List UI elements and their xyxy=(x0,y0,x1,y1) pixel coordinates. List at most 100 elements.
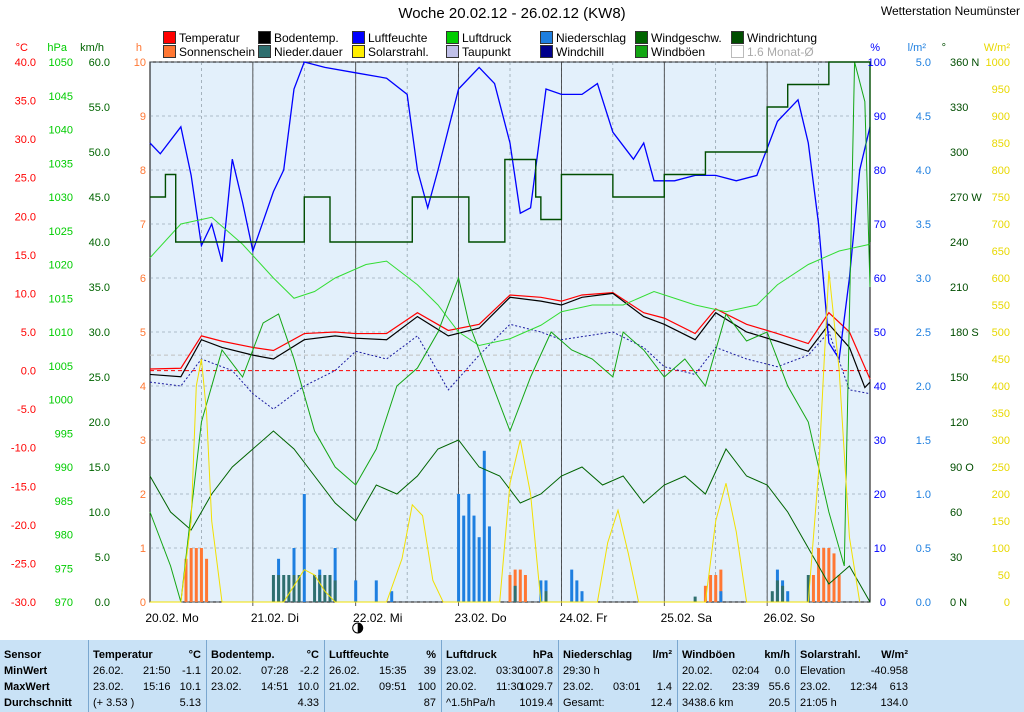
legend-item: Windchill xyxy=(540,45,604,59)
series-line-windrichtung xyxy=(150,61,871,243)
bar-niederdauer xyxy=(271,575,275,602)
stats-row: 23.02. 03:30 1007.8 xyxy=(446,663,553,679)
bar-sonnenschein xyxy=(703,585,707,602)
stats-row: 23.02. 12:34 613 xyxy=(800,679,908,695)
solar-axis-tick-label: 350 xyxy=(992,408,1010,420)
stats-row: 20.02. 07:28 -2.2 xyxy=(211,663,319,679)
bar-niederdauer xyxy=(323,575,327,602)
solar-axis-tick-label: 250 xyxy=(992,462,1010,474)
legend-swatch xyxy=(635,31,648,44)
stats-header-unit: % xyxy=(426,649,436,661)
rain-axis-tick-label: 0.0 xyxy=(916,597,931,609)
stats-header-unit: W/m² xyxy=(881,649,908,661)
temp-axis-tick-label: -20.0 xyxy=(11,520,36,532)
stats-row: 26.02. 15:35 39 xyxy=(329,663,436,679)
legend-item: Sonnenschein xyxy=(163,45,255,59)
legend-item: Windgeschw. xyxy=(635,31,722,45)
bar-niederschlag xyxy=(487,526,491,602)
series-line-luftdruck xyxy=(149,216,871,347)
statistics-panel: Sensor MinWert MaxWert Durchschnitt Temperat… xyxy=(0,640,1024,712)
stats-cell-time: 03:30 xyxy=(496,665,524,677)
bar-niederschlag xyxy=(374,580,378,602)
stats-cell-time: 03:01 xyxy=(613,681,641,693)
legend-swatch xyxy=(258,45,271,58)
temp-axis-tick-label: 5.0 xyxy=(21,327,36,339)
stats-header-name: Solarstrahl. xyxy=(800,649,861,661)
legend-swatch xyxy=(731,45,744,58)
stats-cell-date: 23.02. xyxy=(446,665,477,677)
stats-column: Luftfeuchte% 26.02. 15:35 39 21.02. 09:51 100 8… xyxy=(324,640,442,712)
humidity-axis-tick-label: 80 xyxy=(874,165,886,177)
stats-cell-value: 5.13 xyxy=(179,697,201,709)
stats-cell-date: Elevation xyxy=(800,665,846,677)
pressure-axis-tick-label: 990 xyxy=(55,462,73,474)
bar-niederschlag xyxy=(570,569,574,602)
bar-niederdauer xyxy=(313,575,317,602)
solar-axis-tick-label: 550 xyxy=(992,300,1010,312)
direction-axis-tick-label: 270 W xyxy=(950,192,982,204)
stats-cell-time: 02:04 xyxy=(732,665,760,677)
temp-axis-tick-label: 0.0 xyxy=(21,366,36,378)
stats-cell-date: 22.02. xyxy=(682,681,713,693)
legend-label: Windchill xyxy=(556,45,605,59)
temp-axis-tick-label: -25.0 xyxy=(11,558,36,570)
solar-axis-tick-label: 450 xyxy=(992,354,1010,366)
stats-row: 87 xyxy=(329,695,436,711)
legend-label: Temperatur xyxy=(179,31,240,45)
legend-item: Windrichtung xyxy=(731,31,817,45)
direction-axis-tick-label: 150 xyxy=(950,372,968,384)
stats-header-name: Temperatur xyxy=(93,649,153,661)
sunshine-axis-tick-label: 0 xyxy=(140,597,146,609)
humidity-axis-tick-label: 10 xyxy=(874,543,886,555)
bar-niederschlag xyxy=(354,580,358,602)
stats-column: Bodentemp. °C 20.02. 07:28 -2.2 23.02. 14:51 10… xyxy=(206,640,325,712)
humidity-axis-tick-label: 50 xyxy=(874,327,886,339)
x-axis-label: 26.02. So xyxy=(763,611,815,625)
bar-niederschlag xyxy=(719,591,723,602)
stats-row: Gesamt: 12.4 xyxy=(563,695,672,711)
rain-axis-tick-label: 1.0 xyxy=(916,489,931,501)
wind-axis-tick-label: 5.0 xyxy=(95,552,110,564)
stats-cell-date: MinWert xyxy=(4,665,48,677)
stats-header: Luftdruck hPa xyxy=(446,647,553,663)
wind-axis-tick-label: 50.0 xyxy=(89,147,110,159)
stats-cell-time: 14:51 xyxy=(261,681,289,693)
rain-axis-tick-label: 2.5 xyxy=(916,327,931,339)
bar-sonnenschein xyxy=(811,575,815,602)
pressure-axis-tick-label: 995 xyxy=(55,428,73,440)
solar-axis-tick-label: 800 xyxy=(992,165,1010,177)
stats-row: 3438.6 km 20.5 xyxy=(682,695,790,711)
stats-row: 4.33 xyxy=(211,695,319,711)
pressure-axis-tick-label: 975 xyxy=(55,563,73,575)
stats-cell-value: -2.2 xyxy=(300,665,319,677)
stats-row: Elevation -40.958 xyxy=(800,663,908,679)
sunshine-axis-tick-label: 4 xyxy=(140,381,146,393)
solar-axis-unit: W/m² xyxy=(984,42,1011,54)
rain-axis-tick-label: 4.5 xyxy=(916,111,931,123)
stats-cell-value: 1007.8 xyxy=(519,665,553,677)
stats-cell-date: 20.02. xyxy=(682,665,713,677)
x-axis-label: 21.02. Di xyxy=(251,611,299,625)
legend-swatch xyxy=(163,31,176,44)
stats-column: Temperatur °C 26.02. 21:50 -1.1 23.02. 15:16 10… xyxy=(88,640,207,712)
bar-sonnenschein xyxy=(194,548,198,602)
sunshine-axis-tick-label: 9 xyxy=(140,111,146,123)
stats-cell-time: 15:35 xyxy=(379,665,407,677)
rain-axis-tick-label: 1.5 xyxy=(916,435,931,447)
legend-item: Luftfeuchte xyxy=(352,31,427,45)
rain-axis-tick-label: 0.5 xyxy=(916,543,931,555)
bar-niederdauer xyxy=(333,580,337,602)
sunshine-axis-unit: h xyxy=(136,42,142,54)
bar-sonnenschein xyxy=(518,569,522,602)
solar-axis-tick-label: 500 xyxy=(992,327,1010,339)
stats-cell-value: 10.0 xyxy=(297,681,319,693)
series-line-taupunkt xyxy=(149,323,871,410)
stats-cell-time: 11:30 xyxy=(496,681,523,693)
humidity-axis-tick-label: 90 xyxy=(874,111,886,123)
series-line-luftfeuchte xyxy=(149,61,871,361)
temp-axis-tick-label: 10.0 xyxy=(15,288,36,300)
stats-column: Windböen km/h 20.02. 02:04 0.0 22.02. 23:39 55.… xyxy=(677,640,796,712)
bar-niederdauer xyxy=(544,591,548,602)
direction-axis-tick-label: 210 xyxy=(950,282,968,294)
bar-niederschlag xyxy=(457,494,461,602)
